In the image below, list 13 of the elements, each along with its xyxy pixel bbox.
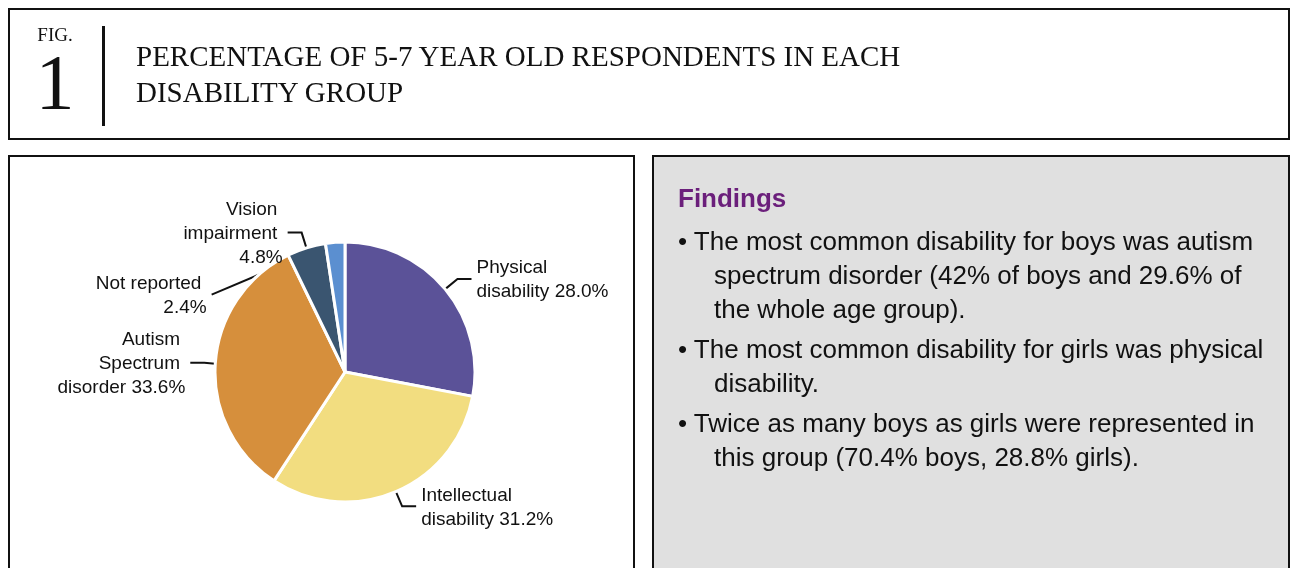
caption: FIG. 1	[34, 24, 76, 125]
text: • Twice as many boys as girls were represented in this group (70.4% boys, 28.8% girls).	[678, 407, 1256, 474]
text: • The most common disability for boys was autism spectrum disorder (42% of boys and 29.6% of the whole age group).	[678, 225, 1255, 326]
text: • The most common disability for girls was physical disability.	[678, 333, 1264, 400]
data-label: 2.4%	[163, 296, 207, 318]
text: Findings	[678, 183, 788, 214]
slice-label: Intellectual disability 31.2%	[421, 483, 554, 529]
data-label: 4.8%	[239, 246, 283, 268]
slice-label: Not reported	[95, 272, 207, 294]
chart-title: PERCENTAGE OF 5-7 YEAR OLD RESPONDENTS IN EACH DISABILITY GROUP	[136, 39, 902, 110]
slice-label: Autism Spectrum disorder 33.6%	[57, 328, 186, 398]
slice-label: Physical disability 28.0%	[476, 256, 609, 302]
slice-label: Vision impairment	[183, 198, 283, 244]
